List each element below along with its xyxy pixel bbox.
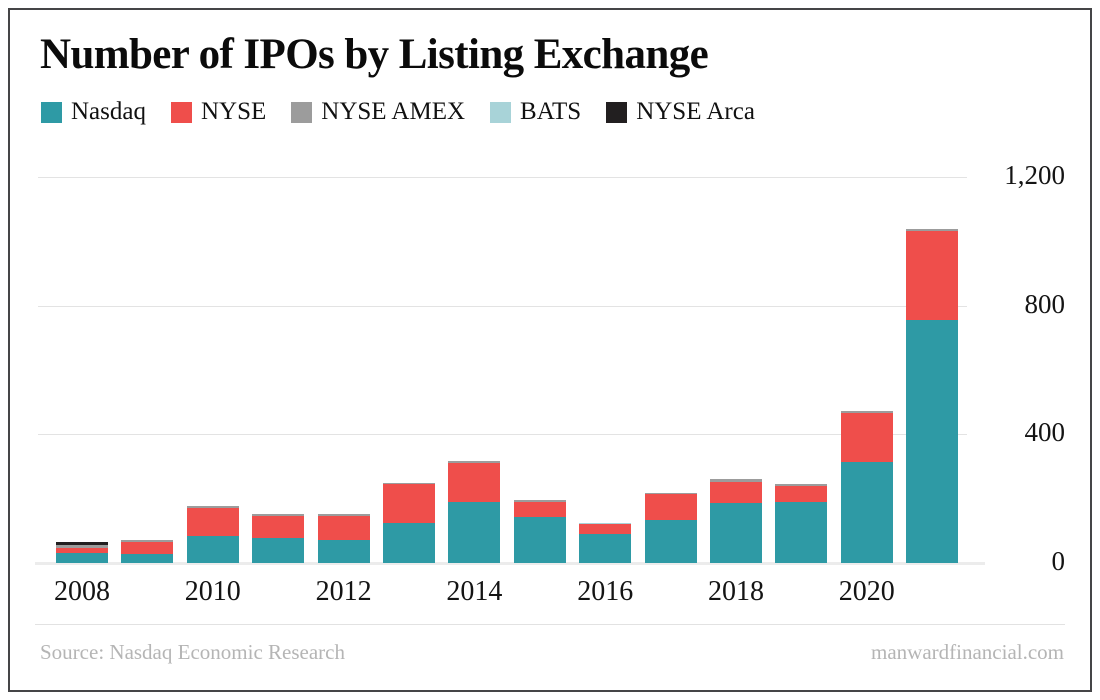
legend-item-nyse-amex: NYSE AMEX [291, 98, 465, 126]
x-axis-label-2016: 2016 [577, 576, 634, 607]
legend-label-nyse: NYSE [200, 98, 267, 125]
legend-swatch-nasdaq [41, 101, 62, 123]
bar-segment-nasdaq-2009 [121, 554, 174, 563]
legend: Nasdaq NYSE NYSE AMEX BATS NYSE Arca [41, 98, 755, 126]
chart-card: Number of IPOs by Listing Exchange Nasda… [8, 8, 1092, 692]
bar-segment-bats-2016 [579, 522, 632, 525]
bar-segment-nyse-amex-2009 [121, 540, 174, 542]
bar-segment-nyse-amex-2015 [513, 499, 566, 502]
bar-segment-nyse-amex-2012 [317, 513, 370, 516]
x-axis-label-2014: 2014 [446, 576, 503, 607]
bar-segment-nyse-amex-2013 [383, 482, 435, 485]
bar-segment-nyse-amex-2014 [448, 461, 501, 463]
source-note: Source: Nasdaq Economic Research [40, 640, 345, 664]
legend-item-nasdaq: Nasdaq [41, 98, 146, 126]
x-axis-label-2008: 2008 [54, 576, 110, 607]
legend-swatch-nyse-amex [291, 101, 313, 123]
bar-segment-nyse-2014 [448, 462, 501, 502]
bar-2008 [56, 542, 108, 563]
bar-segment-nasdaq-2016 [579, 534, 632, 563]
legend-swatch-nyse-arca [606, 101, 628, 123]
bar-2017 [644, 492, 697, 563]
legend-item-bats: BATS [490, 98, 581, 126]
bar-segment-nasdaq-2019 [775, 502, 828, 563]
bar-segment-nasdaq-2018 [710, 503, 762, 563]
bar-2014 [448, 461, 501, 563]
x-axis-label-2018: 2018 [708, 576, 764, 607]
bar-segment-nyse-2009 [121, 541, 174, 555]
legend-label-nyse-arca: NYSE Arca [636, 98, 755, 125]
x-axis-label-2010: 2010 [184, 576, 241, 607]
site-credit: manwardfinancial.com [871, 640, 1064, 664]
bar-2018 [710, 479, 762, 563]
bar-2010 [186, 506, 239, 563]
bar-segment-nyse-amex-2018 [710, 479, 762, 482]
chart-area: Number of IPOs by Listing Exchange Nasda… [10, 10, 1086, 688]
bar-segment-nyse-2013 [383, 484, 435, 523]
bar-segment-nyse-amex-2021 [906, 228, 959, 231]
bar-2020 [840, 410, 893, 563]
bar-segment-nasdaq-2010 [186, 535, 239, 563]
bar-segment-nyse-2021 [906, 230, 959, 321]
x-axis-label-2012: 2012 [315, 576, 372, 607]
gridline-800 [38, 305, 967, 307]
legend-item-nyse: NYSE [170, 98, 267, 126]
bar-segment-nasdaq-2008 [56, 552, 108, 563]
bar-segment-nyse-2017 [644, 494, 697, 520]
bar-segment-nasdaq-2017 [644, 519, 697, 563]
bar-segment-nasdaq-2015 [513, 516, 566, 563]
bar-segment-nyse-amex-2017 [644, 492, 697, 495]
bar-segment-nyse-2020 [840, 412, 893, 462]
bar-segment-nyse-2018 [710, 481, 762, 504]
bar-segment-nasdaq-2014 [448, 501, 501, 563]
bar-2019 [775, 483, 828, 563]
legend-swatch-nyse [170, 101, 192, 123]
bar-segment-nasdaq-2013 [383, 522, 435, 563]
legend-label-nyse-amex: NYSE AMEX [321, 98, 466, 125]
bar-segment-nyse-amex-2008 [56, 544, 108, 548]
legend-item-nyse-arca: NYSE Arca [606, 98, 755, 126]
bar-segment-nyse-arca-2008 [56, 542, 108, 545]
gridline-1,200 [38, 177, 967, 178]
bar-segment-nyse-2012 [317, 515, 370, 540]
y-axis-label-400: 400 [1024, 417, 1066, 448]
bar-2012 [317, 513, 370, 563]
bar-segment-nasdaq-2011 [252, 538, 305, 563]
bar-segment-nyse-2011 [252, 515, 305, 539]
bar-segment-nyse-amex-2020 [840, 410, 893, 413]
x-axis-label-2020: 2020 [838, 576, 895, 607]
y-axis-label-0: 0 [1051, 546, 1066, 576]
bar-2015 [513, 499, 566, 563]
y-axis-label-1,200: 1,200 [1004, 160, 1065, 190]
bar-2009 [121, 540, 174, 563]
chart-title: Number of IPOs by Listing Exchange [40, 31, 709, 78]
bar-segment-nasdaq-2012 [317, 539, 370, 563]
bar-segment-nyse-2019 [775, 485, 828, 503]
bar-segment-nasdaq-2020 [840, 461, 893, 563]
bar-2021 [906, 228, 959, 563]
legend-label-nasdaq: Nasdaq [71, 98, 146, 125]
bar-segment-nyse-2016 [579, 524, 632, 535]
bar-segment-nyse-amex-2011 [252, 514, 305, 516]
bar-segment-nyse-amex-2010 [186, 506, 239, 509]
gridline-0 [35, 562, 985, 565]
legend-swatch-bats [490, 101, 512, 123]
bar-2011 [252, 514, 305, 563]
bar-segment-nyse-2008 [56, 547, 108, 553]
bar-segment-nyse-2015 [513, 501, 566, 517]
bar-segment-nasdaq-2021 [906, 320, 959, 563]
footer-divider [35, 624, 1065, 625]
legend-label-bats: BATS [520, 98, 582, 125]
y-axis-label-800: 800 [1024, 288, 1066, 319]
gridline-400 [38, 434, 967, 436]
bar-2013 [383, 482, 435, 563]
bar-segment-nyse-amex-2019 [775, 483, 828, 486]
bar-segment-nyse-2010 [186, 508, 239, 536]
bar-2016 [579, 522, 632, 563]
